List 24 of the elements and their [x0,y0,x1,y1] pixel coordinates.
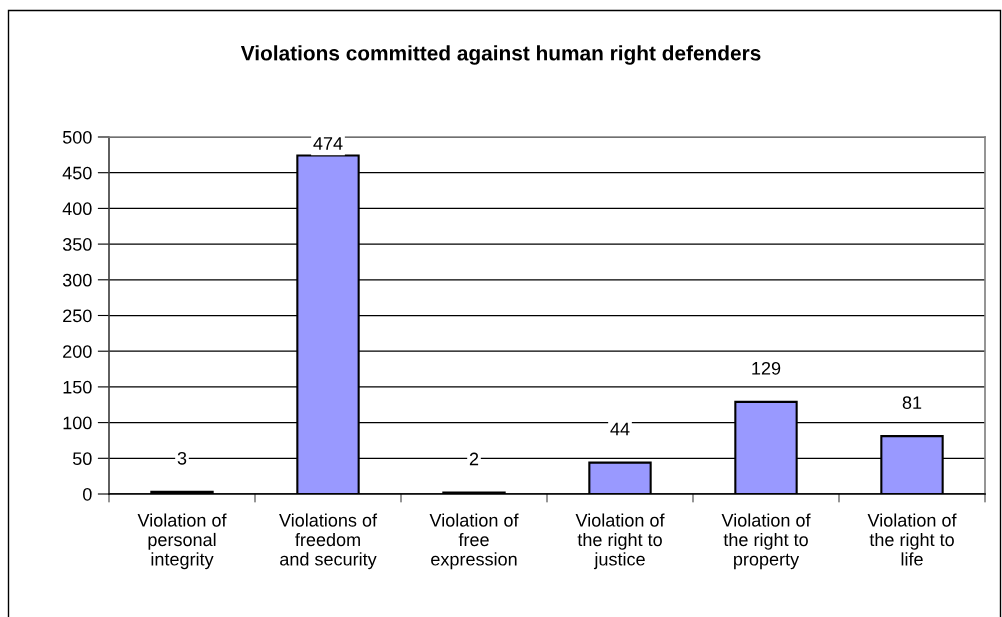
y-tick-label: 0 [83,487,92,501]
data-label: 81 [902,396,922,409]
y-tick-label: 350 [62,238,92,251]
y-tick-label: 450 [62,166,92,180]
x-tick-label: Violation of the right to life [867,513,957,566]
x-tick-label: Violation of free expression [429,513,519,570]
data-label: 474 [313,137,343,150]
y-tick-label: 500 [62,130,92,144]
data-label: 129 [752,361,781,375]
x-tick-label: Violation of the right to property [721,513,811,570]
y-tick-label: 50 [72,452,92,466]
y-tick-label: 300 [62,273,92,287]
data-label: 2 [469,452,479,466]
x-tick-label: Violations of freedom and security [279,513,378,570]
data-label: 3 [177,451,187,465]
chart-title: Violations committed against human right defenders [240,45,761,65]
y-tick-label: 150 [63,380,92,394]
y-tick-label: 400 [62,202,92,216]
data-label: 44 [610,422,630,436]
x-tick-label: Violation of personal integrity [137,513,227,570]
y-tick-label: 250 [63,309,92,323]
y-tick-label: 200 [63,345,92,358]
x-tick-label: Violation of the right to justice [575,513,665,570]
y-tick-label: 100 [63,416,92,430]
